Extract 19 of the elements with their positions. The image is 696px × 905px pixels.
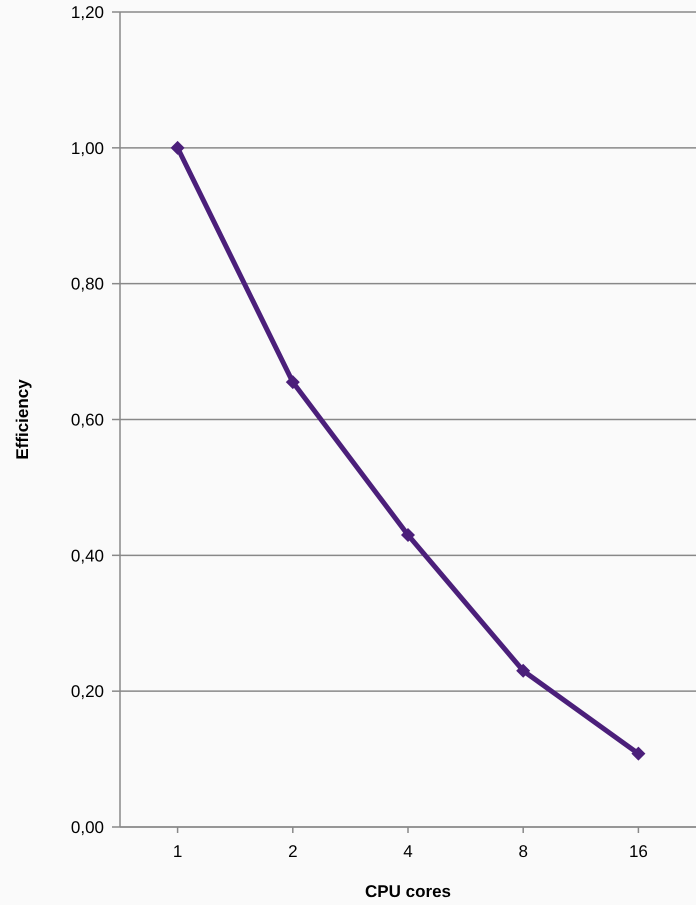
point (401, 528, 415, 542)
x-tick-label: 4 (403, 842, 413, 862)
y-tick-label: 1,00 (70, 138, 104, 158)
x-tick-label: 2 (288, 842, 298, 862)
y-tick-label: 1,20 (70, 3, 104, 22)
y-tick-label: 0,20 (70, 682, 104, 702)
x-tick-label: 8 (518, 842, 528, 862)
point (170, 140, 185, 155)
x-tick-label: 1 (172, 842, 182, 862)
point (631, 746, 646, 761)
y-tick-label: 0,60 (70, 410, 104, 430)
y-tick-label: 0,00 (70, 818, 104, 838)
x-tick-label: 16 (628, 842, 648, 862)
point (286, 375, 300, 390)
y-axis-title: Efficiency (13, 378, 32, 460)
point (516, 664, 530, 678)
y-tick-label: 0,40 (70, 546, 104, 566)
x-axis-title: CPU cores (365, 882, 451, 901)
y-tick-label: 0,80 (70, 274, 104, 294)
